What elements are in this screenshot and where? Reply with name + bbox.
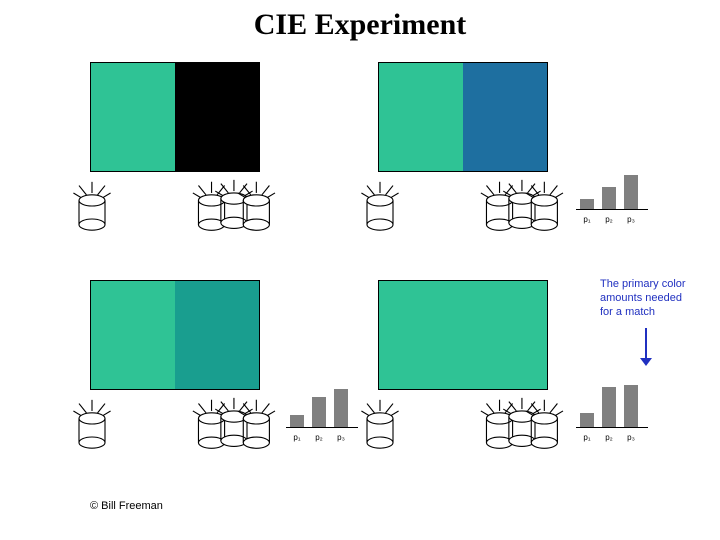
primary-lights-projector-icon — [476, 178, 566, 239]
chart-bar-p1 — [580, 199, 594, 209]
attribution-text: © Bill Freeman — [90, 500, 163, 512]
chart-bar-p1 — [290, 415, 304, 427]
test-light-projector-icon — [356, 398, 404, 455]
chart-bar-p2 — [602, 387, 616, 427]
target-color-swatch — [91, 281, 175, 389]
chart-bar-label-p1: p₁ — [578, 433, 596, 442]
chart-bar-label-p3: p₃ — [622, 433, 640, 442]
primary-lights-projector-icon — [188, 396, 278, 457]
target-color-swatch — [379, 63, 463, 171]
mixed-color-swatch — [463, 63, 547, 171]
test-light-projector-icon — [68, 398, 116, 455]
target-color-swatch — [91, 63, 175, 171]
primary-amounts-chart: p₁ p₂ p₃ — [576, 164, 648, 224]
mixed-color-swatch — [463, 281, 547, 389]
chart-axis — [576, 209, 648, 210]
mixed-color-swatch — [175, 63, 259, 171]
chart-axis — [576, 427, 648, 428]
chart-bar-p2 — [312, 397, 326, 427]
target-color-swatch — [379, 281, 463, 389]
chart-bar-p1 — [580, 413, 594, 427]
chart-bar-label-p2: p₂ — [600, 215, 618, 224]
primary-amounts-chart: p₁ p₂ p₃ — [576, 382, 648, 442]
annotation-line-1: The primary color — [600, 278, 686, 292]
chart-bar-label-p3: p₃ — [622, 215, 640, 224]
color-match-swatch — [90, 62, 260, 172]
chart-bar-label-p1: p₁ — [578, 215, 596, 224]
annotation-text: The primary color amounts needed for a m… — [600, 278, 686, 319]
chart-axis — [286, 427, 358, 428]
primary-lights-projector-icon — [476, 396, 566, 457]
chart-bar-p3 — [334, 389, 348, 427]
chart-bar-p2 — [602, 187, 616, 209]
test-light-projector-icon — [68, 180, 116, 237]
chart-bar-p3 — [624, 385, 638, 427]
chart-bar-label-p2: p₂ — [310, 433, 328, 442]
page-title: CIE Experiment — [0, 8, 720, 42]
test-light-projector-icon — [356, 180, 404, 237]
mixed-color-swatch — [175, 281, 259, 389]
chart-bar-label-p2: p₂ — [600, 433, 618, 442]
color-match-swatch — [378, 62, 548, 172]
chart-bar-label-p1: p₁ — [288, 433, 306, 442]
color-match-swatch — [378, 280, 548, 390]
annotation-line-3: for a match — [600, 306, 686, 320]
chart-bar-label-p3: p₃ — [332, 433, 350, 442]
annotation-line-2: amounts needed — [600, 292, 686, 306]
chart-bar-p3 — [624, 175, 638, 209]
primary-amounts-chart: p₁ p₂ p₃ — [286, 382, 358, 442]
primary-lights-projector-icon — [188, 178, 278, 239]
color-match-swatch — [90, 280, 260, 390]
title-text: CIE Experiment — [254, 8, 467, 41]
annotation-arrow-icon — [636, 328, 656, 373]
